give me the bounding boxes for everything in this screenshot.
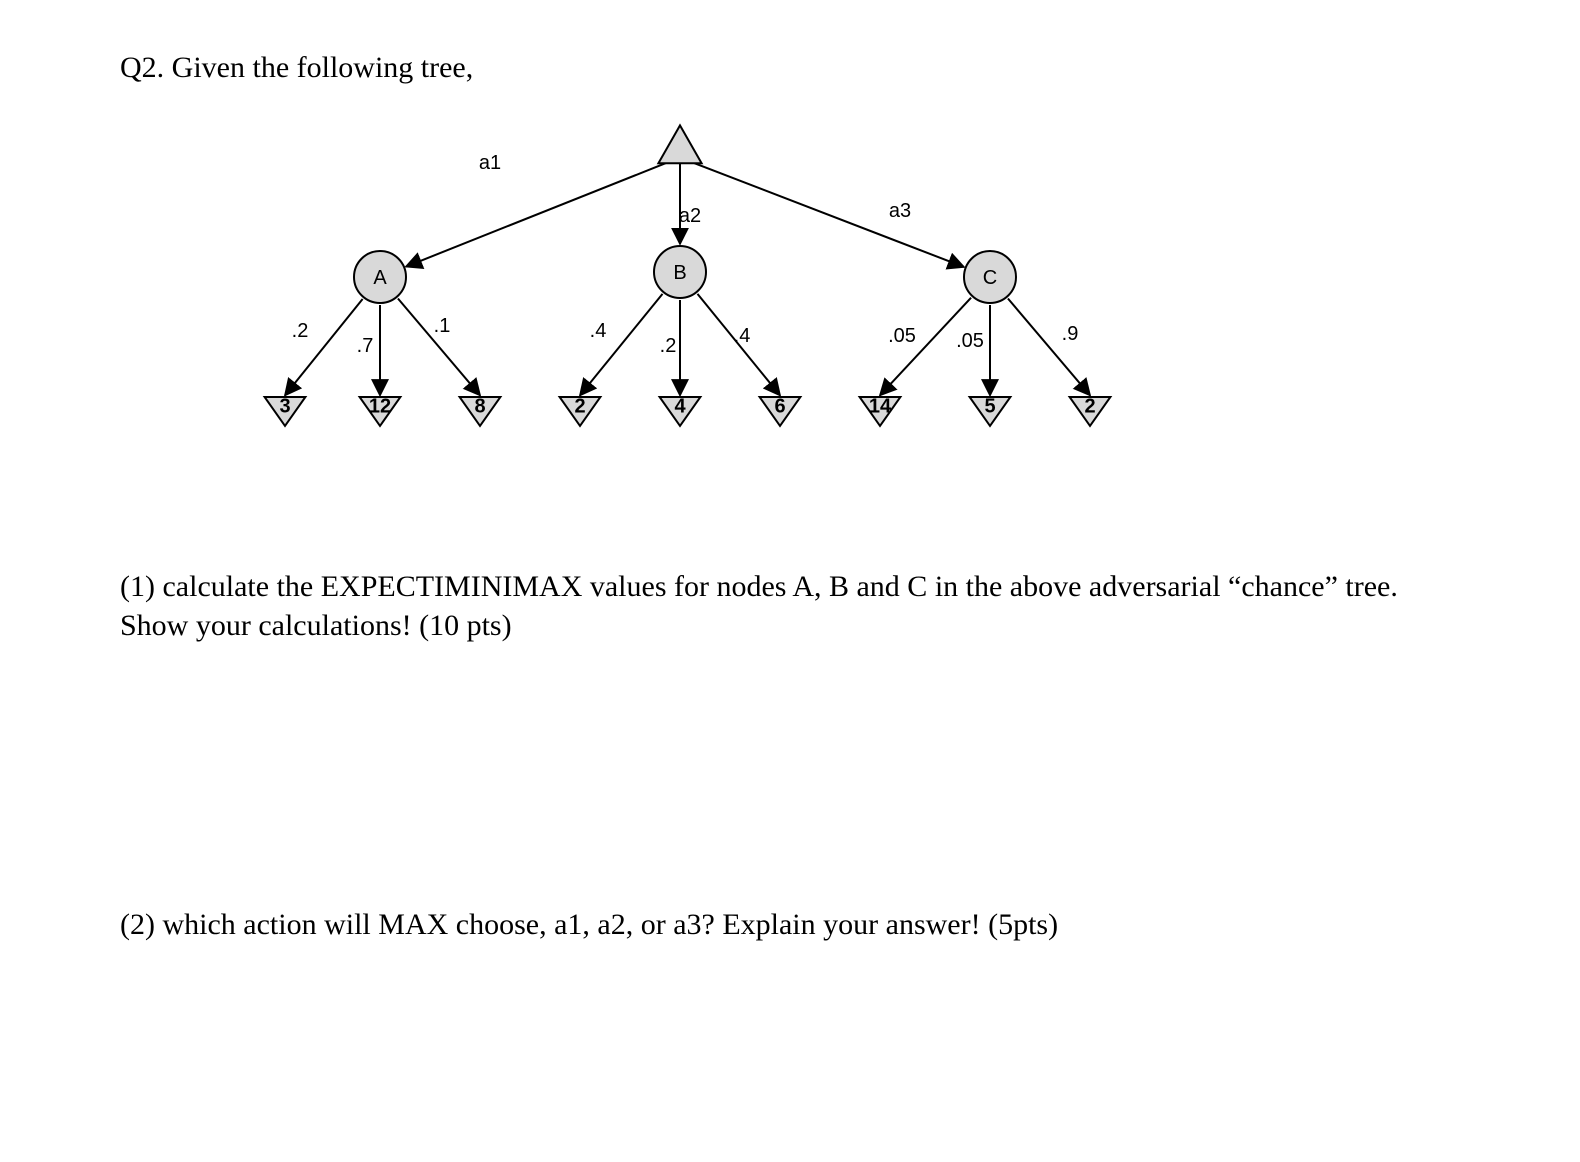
svg-text:.4: .4 [734,325,751,347]
tree-svg: a1 a2 a3 .2 .7 .1 .4 .2 .4 .05 .05 .9 A B C 3 12 8 2 4 6 14 5 2 [120,107,1320,487]
svg-text:A: A [373,267,387,289]
svg-text:4: 4 [674,395,686,417]
svg-text:.2: .2 [660,335,677,357]
svg-text:.4: .4 [590,320,607,342]
question-part-2: (2) which action will MAX choose, a1, a2… [120,905,1460,944]
svg-text:.7: .7 [357,335,374,357]
svg-text:5: 5 [984,395,995,417]
svg-text:.2: .2 [292,320,309,342]
svg-text:.05: .05 [956,330,984,352]
svg-text:2: 2 [1084,395,1095,417]
svg-text:3: 3 [279,395,290,417]
svg-text:.05: .05 [888,325,916,347]
svg-text:12: 12 [369,395,391,417]
svg-text:C: C [983,267,997,289]
tree-diagram: a1 a2 a3 .2 .7 .1 .4 .2 .4 .05 .05 .9 A B C 3 12 8 2 4 6 14 5 2 [120,107,1460,487]
svg-text:a3: a3 [889,200,911,222]
svg-text:.1: .1 [434,315,451,337]
page: Q2. Given the following tree, a1 a2 a3 .2 .7… [0,0,1580,1162]
svg-text:8: 8 [474,395,485,417]
question-part-1: (1) calculate the EXPECTIMINIMAX values … [120,567,1460,645]
svg-text:B: B [673,262,686,284]
svg-text:6: 6 [774,395,785,417]
svg-text:14: 14 [869,395,892,417]
svg-text:2: 2 [574,395,585,417]
svg-text:a1: a1 [479,152,501,174]
svg-text:.9: .9 [1062,323,1079,345]
question-header: Q2. Given the following tree, [120,48,1460,87]
svg-text:a2: a2 [679,205,701,227]
